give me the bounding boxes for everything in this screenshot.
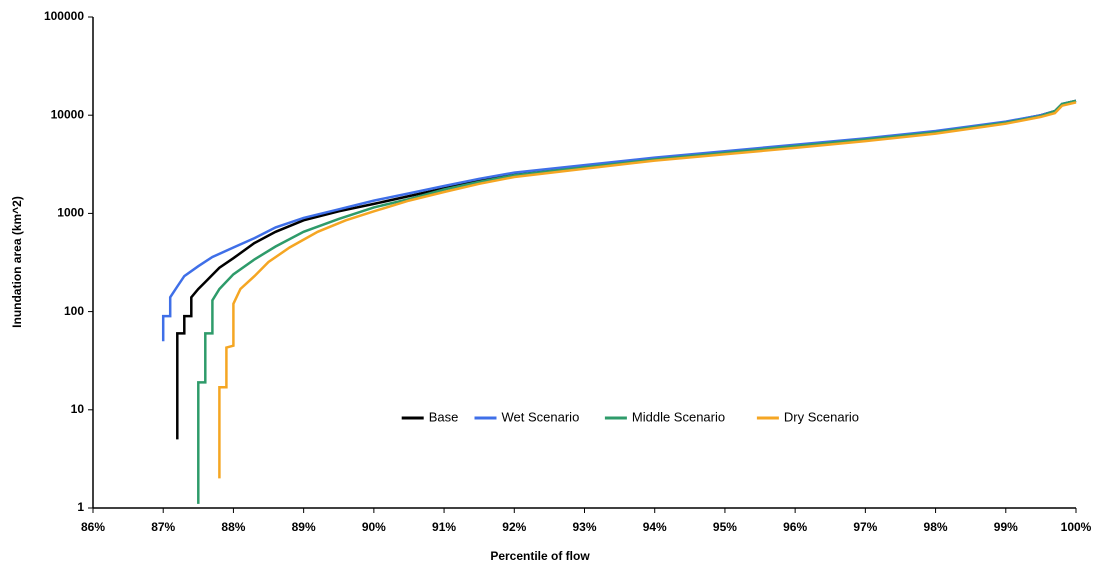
x-tick-label: 93%: [572, 520, 596, 534]
y-axis-label: Inundation area (km^2): [10, 196, 24, 328]
x-tick-label: 92%: [502, 520, 526, 534]
x-tick-label: 88%: [221, 520, 245, 534]
x-tick-label: 91%: [432, 520, 456, 534]
x-axis-label: Percentile of flow: [490, 549, 590, 563]
x-tick-label: 97%: [853, 520, 877, 534]
series-line: [197, 99, 1077, 504]
legend-label: Wet Scenario: [502, 409, 580, 424]
series-line: [218, 101, 1077, 479]
x-tick-label: 99%: [994, 520, 1018, 534]
y-tick-label: 1: [77, 500, 84, 514]
series-line: [176, 99, 1077, 440]
legend-label: Base: [429, 409, 459, 424]
x-tick-label: 90%: [362, 520, 386, 534]
x-tick-label: 86%: [81, 520, 105, 534]
x-tick-label: 94%: [643, 520, 667, 534]
x-tick-label: 87%: [151, 520, 175, 534]
y-tick-label: 100: [64, 304, 84, 318]
y-tick-label: 10: [71, 402, 85, 416]
y-tick-label: 1000: [57, 206, 84, 220]
x-tick-label: 100%: [1061, 520, 1092, 534]
x-tick-label: 98%: [924, 520, 948, 534]
x-tick-label: 89%: [292, 520, 316, 534]
x-tick-label: 96%: [783, 520, 807, 534]
y-tick-label: 10000: [51, 107, 85, 121]
legend-label: Dry Scenario: [784, 409, 859, 424]
y-tick-label: 100000: [44, 9, 84, 23]
legend-label: Middle Scenario: [632, 409, 725, 424]
x-tick-label: 95%: [713, 520, 737, 534]
